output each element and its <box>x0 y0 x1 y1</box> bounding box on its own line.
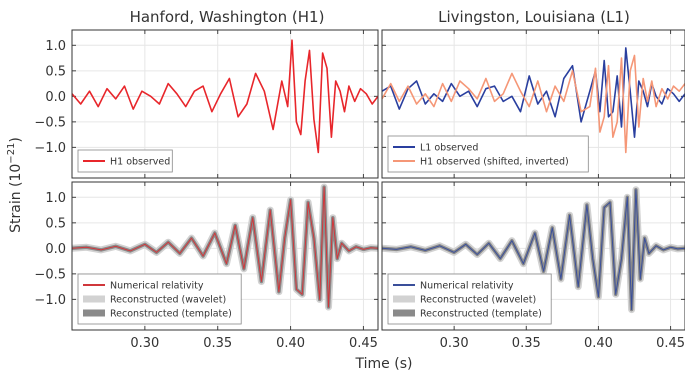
series-line <box>72 39 378 154</box>
y-tick-label: 0.5 <box>45 64 66 79</box>
plot-area <box>72 183 378 311</box>
y-tick-label: 1.0 <box>45 191 66 206</box>
legend-bottom-right: Numerical relativity Reconstructed (wavel… <box>387 273 552 325</box>
legend-top-left: H1 observed <box>77 149 173 173</box>
x-axis-label: Time (s) <box>355 356 413 372</box>
legend-label: Reconstructed (wavelet) <box>110 295 226 306</box>
panel-top-left: 1.0 0.5 0.0 −0.5 −1.0 H1 observed <box>34 29 379 179</box>
series-line <box>382 47 685 138</box>
legend-swatch <box>393 295 415 303</box>
legend-bottom-left: Numerical relativity Reconstructed (wavel… <box>77 273 242 325</box>
series-line <box>382 54 685 154</box>
x-tick-label: 0.30 <box>440 336 469 351</box>
x-tick-label: 0.35 <box>203 336 232 351</box>
legend-swatch <box>393 309 415 317</box>
y-tick-label: 0.0 <box>45 90 66 105</box>
y-tick-label: 0.5 <box>45 216 66 231</box>
legend-top-right: L1 observed H1 observed (shifted, inverte… <box>387 135 589 173</box>
y-tick-label: −0.5 <box>34 267 66 282</box>
legend-label: H1 observed <box>110 157 170 168</box>
legend-label: Numerical relativity <box>420 281 514 292</box>
x-tick-label: 0.45 <box>656 336 685 351</box>
legend-label: Numerical relativity <box>110 281 204 292</box>
x-tick-label: 0.40 <box>584 336 613 351</box>
y-tick-label: −1.0 <box>34 293 66 308</box>
x-tick-label: 0.45 <box>349 336 378 351</box>
legend-swatch <box>83 309 105 317</box>
x-tick-label: 0.30 <box>130 336 159 351</box>
panel-bottom-right: 0.30 0.35 0.40 0.45 Numerical relativity Reco… <box>381 181 685 351</box>
legend-label: Reconstructed (template) <box>420 309 542 320</box>
panel-title-h1: Hanford, Washington (H1) <box>130 8 325 26</box>
panel-top-right: L1 observed H1 observed (shifted, inverte… <box>381 29 685 179</box>
panel-frame <box>71 181 379 331</box>
legend-box <box>387 273 552 325</box>
plot-area <box>72 39 378 154</box>
panel-frame <box>381 181 685 331</box>
y-tick-label: −1.0 <box>34 141 66 156</box>
plot-area <box>382 47 685 154</box>
legend-box <box>77 273 242 325</box>
y-tick-label: 0.0 <box>45 242 66 257</box>
panel-frame <box>381 29 685 179</box>
panel-bottom-left: 0.30 0.35 0.40 0.45 1.0 0.5 0.0 −0.5 −1.0 Numeric… <box>34 181 379 351</box>
legend-swatch <box>83 295 105 303</box>
y-tick-label: 1.0 <box>45 39 66 54</box>
y-axis-label: Strain (10−21) <box>6 137 24 233</box>
panel-title-l1: Livingston, Louisiana (L1) <box>438 8 630 26</box>
x-tick-label: 0.35 <box>512 336 541 351</box>
legend-box <box>77 149 173 173</box>
series-line <box>382 189 685 311</box>
legend-box <box>387 135 589 173</box>
legend-label: H1 observed (shifted, inverted) <box>420 157 569 168</box>
y-tick-label: −0.5 <box>34 115 66 130</box>
panel-frame <box>71 29 379 179</box>
legend-label: L1 observed <box>420 143 478 154</box>
plot-area <box>382 186 685 314</box>
legend-label: Reconstructed (wavelet) <box>420 295 536 306</box>
series-line <box>72 186 378 308</box>
x-tick-label: 0.40 <box>276 336 305 351</box>
legend-label: Reconstructed (template) <box>110 309 232 320</box>
